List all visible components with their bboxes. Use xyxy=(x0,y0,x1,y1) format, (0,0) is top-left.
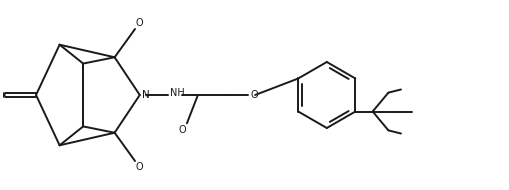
Text: O: O xyxy=(250,90,258,100)
Text: N: N xyxy=(142,90,149,100)
Text: O: O xyxy=(135,162,143,172)
Text: O: O xyxy=(178,125,186,135)
Text: NH: NH xyxy=(170,88,185,98)
Text: O: O xyxy=(135,18,143,28)
